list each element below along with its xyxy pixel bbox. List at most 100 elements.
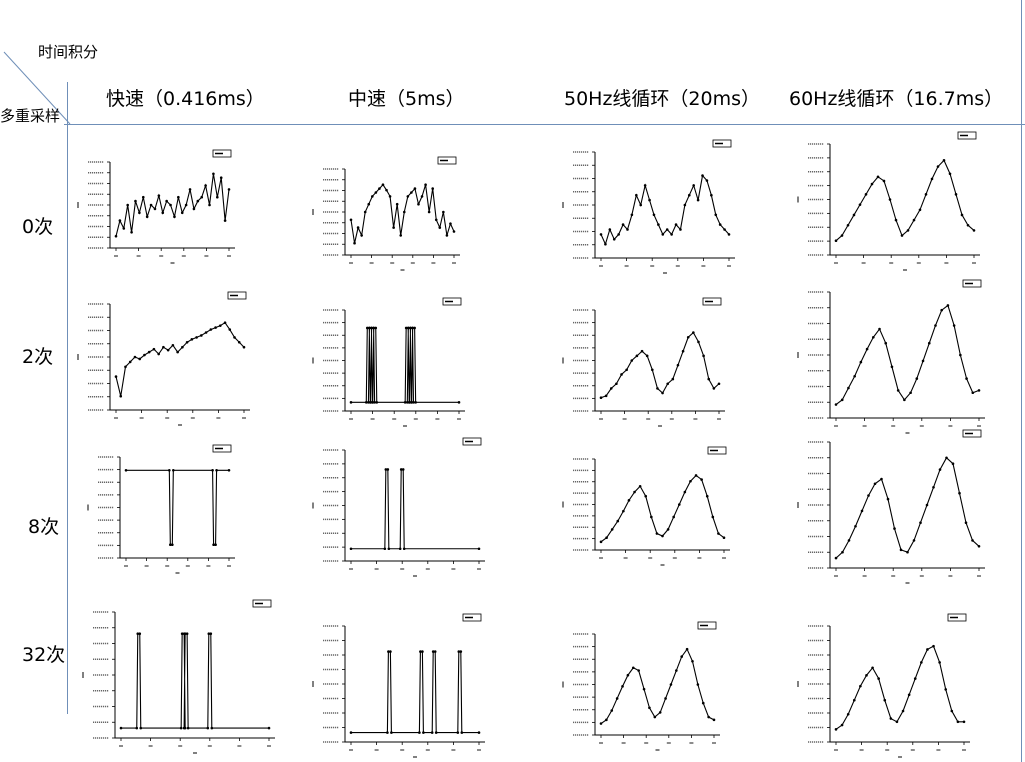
data-point xyxy=(407,326,410,330)
data-point xyxy=(195,336,198,339)
data-point xyxy=(390,731,393,734)
data-point xyxy=(206,726,210,730)
data-point xyxy=(906,550,909,554)
data-point xyxy=(630,213,634,217)
data-point xyxy=(209,328,213,331)
data-point xyxy=(919,521,922,524)
data-point xyxy=(620,373,623,376)
data-point xyxy=(694,474,698,477)
data-point xyxy=(169,543,172,546)
data-point xyxy=(176,350,179,354)
data-point xyxy=(214,543,217,546)
data-point xyxy=(664,697,667,700)
data-point xyxy=(882,179,886,183)
data-point xyxy=(364,401,368,404)
data-point xyxy=(889,717,893,720)
data-point xyxy=(691,659,694,663)
plot-axes xyxy=(594,310,725,412)
data-point xyxy=(449,222,452,225)
data-point xyxy=(410,401,413,404)
data-point xyxy=(190,338,194,341)
data-point xyxy=(631,666,635,670)
series-line xyxy=(126,469,229,546)
data-point xyxy=(705,179,709,182)
data-point xyxy=(171,543,174,546)
data-point xyxy=(395,202,399,206)
column-header-medium: 中速（5ms） xyxy=(348,88,465,110)
series-line xyxy=(835,159,975,242)
data-point xyxy=(915,377,919,380)
data-point xyxy=(452,230,456,233)
data-point xyxy=(683,203,687,207)
data-point xyxy=(972,229,976,232)
data-point xyxy=(612,238,616,241)
data-point xyxy=(218,324,222,327)
data-point xyxy=(927,341,931,345)
data-point xyxy=(237,341,241,344)
data-point xyxy=(714,213,718,217)
column-header-60hz: 60Hz线循环（16.7ms） xyxy=(789,88,1004,110)
data-point xyxy=(223,321,227,324)
data-point xyxy=(890,365,894,369)
data-point xyxy=(371,401,375,404)
data-point xyxy=(656,387,659,390)
series-line xyxy=(351,651,479,734)
data-point xyxy=(669,683,673,686)
plot-axes xyxy=(829,626,970,743)
data-point xyxy=(183,632,187,635)
data-point xyxy=(707,377,711,381)
data-point xyxy=(888,198,892,201)
data-point xyxy=(718,223,722,226)
data-point xyxy=(977,389,981,392)
plot-axes xyxy=(114,612,275,739)
data-point xyxy=(639,203,643,207)
data-point xyxy=(228,328,232,331)
plot-r2-c1 xyxy=(312,437,485,577)
data-point xyxy=(370,326,373,330)
plot-r0-c2 xyxy=(562,139,735,274)
data-point xyxy=(445,234,449,237)
data-point xyxy=(388,195,392,198)
data-point xyxy=(438,226,442,229)
data-point xyxy=(877,677,880,680)
data-point xyxy=(417,202,420,206)
data-point xyxy=(865,347,869,351)
data-point xyxy=(149,203,153,207)
plot-r1-c3 xyxy=(797,279,985,434)
data-point xyxy=(434,731,438,734)
data-point xyxy=(403,401,407,404)
plot-axes xyxy=(119,457,235,559)
data-point xyxy=(227,188,231,191)
data-point xyxy=(360,234,363,237)
data-point xyxy=(609,387,613,390)
data-point xyxy=(683,490,687,494)
data-point xyxy=(946,304,950,307)
data-point xyxy=(604,242,607,246)
series-line xyxy=(600,474,725,543)
data-point xyxy=(207,632,211,635)
data-point xyxy=(626,673,630,677)
data-point xyxy=(181,345,184,349)
data-point xyxy=(349,731,353,734)
data-point xyxy=(157,352,160,356)
data-point xyxy=(900,234,904,237)
data-point xyxy=(135,726,139,730)
column-header-50hz: 50Hz线循环（20ms） xyxy=(564,88,761,110)
data-point xyxy=(701,701,705,705)
data-point xyxy=(114,234,118,238)
data-point xyxy=(840,234,844,237)
data-point xyxy=(185,632,189,635)
data-point xyxy=(717,532,720,535)
data-point xyxy=(942,159,946,162)
plot-r0-c1 xyxy=(312,156,460,271)
data-point xyxy=(653,715,657,719)
data-point xyxy=(645,354,649,358)
series-line xyxy=(600,331,720,399)
data-point xyxy=(834,403,838,406)
column-header-fast: 快速（0.416ms） xyxy=(106,88,265,110)
data-point xyxy=(907,693,911,697)
data-point xyxy=(727,233,731,236)
data-point xyxy=(964,521,968,524)
data-point xyxy=(386,468,390,471)
data-point xyxy=(171,343,175,347)
